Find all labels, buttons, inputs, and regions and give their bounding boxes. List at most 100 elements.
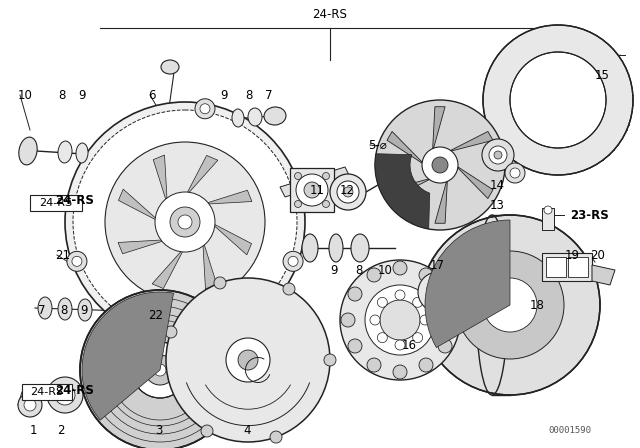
Circle shape [132, 342, 188, 398]
Ellipse shape [38, 297, 52, 319]
Text: 19: 19 [565, 249, 580, 262]
Circle shape [47, 377, 83, 413]
Polygon shape [185, 155, 218, 197]
Circle shape [505, 163, 525, 183]
Text: 24-RS: 24-RS [312, 8, 348, 21]
Polygon shape [203, 240, 217, 289]
Circle shape [343, 187, 353, 197]
Text: 9: 9 [80, 303, 88, 316]
Text: 8: 8 [355, 263, 362, 276]
Text: 5-⌀: 5-⌀ [368, 138, 387, 151]
Circle shape [341, 313, 355, 327]
Polygon shape [375, 154, 429, 229]
Circle shape [201, 425, 213, 437]
Circle shape [178, 215, 192, 229]
Bar [542, 253, 592, 281]
Text: 7: 7 [38, 303, 45, 316]
Text: 1: 1 [30, 423, 38, 436]
Circle shape [418, 272, 458, 312]
Text: 10: 10 [378, 263, 393, 276]
Polygon shape [387, 178, 433, 198]
Circle shape [544, 206, 552, 214]
Text: 22: 22 [148, 309, 163, 322]
Text: 16: 16 [402, 339, 417, 352]
Text: 17: 17 [430, 258, 445, 271]
Text: 9: 9 [220, 89, 227, 102]
Circle shape [413, 333, 422, 343]
Circle shape [367, 358, 381, 372]
Bar [290, 168, 334, 212]
Ellipse shape [232, 109, 244, 127]
Text: 20: 20 [590, 249, 605, 262]
Ellipse shape [264, 107, 286, 125]
Circle shape [165, 326, 177, 338]
Circle shape [337, 181, 359, 203]
Circle shape [432, 157, 448, 173]
Text: 9: 9 [330, 263, 337, 276]
Circle shape [145, 355, 175, 385]
Text: 8: 8 [58, 89, 65, 102]
Text: 18: 18 [530, 298, 545, 311]
Circle shape [428, 282, 448, 302]
Text: 15: 15 [595, 69, 610, 82]
Text: 6: 6 [148, 89, 156, 102]
Text: 14: 14 [490, 178, 505, 191]
Circle shape [296, 174, 328, 206]
Text: 7: 7 [265, 89, 273, 102]
Ellipse shape [161, 60, 179, 74]
Circle shape [370, 315, 380, 325]
Text: 21: 21 [55, 249, 70, 262]
Polygon shape [153, 155, 167, 204]
Circle shape [489, 146, 507, 164]
Circle shape [60, 390, 70, 400]
Circle shape [438, 339, 452, 353]
Circle shape [395, 290, 405, 300]
Circle shape [72, 256, 82, 266]
Circle shape [80, 290, 240, 448]
Bar [30, 195, 82, 211]
Circle shape [55, 385, 75, 405]
Circle shape [200, 104, 210, 114]
Circle shape [393, 365, 407, 379]
Text: 3: 3 [155, 423, 163, 436]
Circle shape [238, 350, 258, 370]
Circle shape [378, 333, 387, 343]
Polygon shape [435, 178, 447, 223]
Circle shape [365, 285, 435, 355]
Bar [22, 384, 72, 400]
Circle shape [288, 256, 298, 266]
Circle shape [393, 261, 407, 275]
Circle shape [348, 287, 362, 301]
Circle shape [340, 260, 460, 380]
Circle shape [324, 354, 336, 366]
Circle shape [166, 278, 330, 442]
Circle shape [270, 431, 282, 443]
Circle shape [155, 192, 215, 252]
Circle shape [195, 99, 215, 119]
Bar [542, 208, 554, 230]
Circle shape [24, 399, 36, 411]
Ellipse shape [19, 137, 37, 165]
Text: 12: 12 [340, 184, 355, 197]
Circle shape [323, 201, 330, 207]
Wedge shape [82, 292, 173, 420]
Ellipse shape [329, 234, 343, 262]
Circle shape [413, 297, 422, 307]
Text: 24-RS: 24-RS [40, 198, 72, 208]
Circle shape [105, 142, 265, 302]
Text: 11: 11 [310, 184, 325, 197]
Circle shape [367, 268, 381, 282]
Polygon shape [433, 107, 445, 152]
Circle shape [510, 168, 520, 178]
Ellipse shape [78, 299, 92, 321]
Circle shape [283, 283, 295, 295]
Bar [546, 257, 566, 277]
Circle shape [283, 251, 303, 271]
Polygon shape [387, 131, 425, 165]
Polygon shape [280, 167, 350, 197]
Polygon shape [592, 265, 615, 285]
Text: 24-RS: 24-RS [31, 387, 63, 397]
Text: 8: 8 [245, 89, 252, 102]
Polygon shape [455, 165, 493, 198]
Text: 13: 13 [490, 198, 505, 211]
